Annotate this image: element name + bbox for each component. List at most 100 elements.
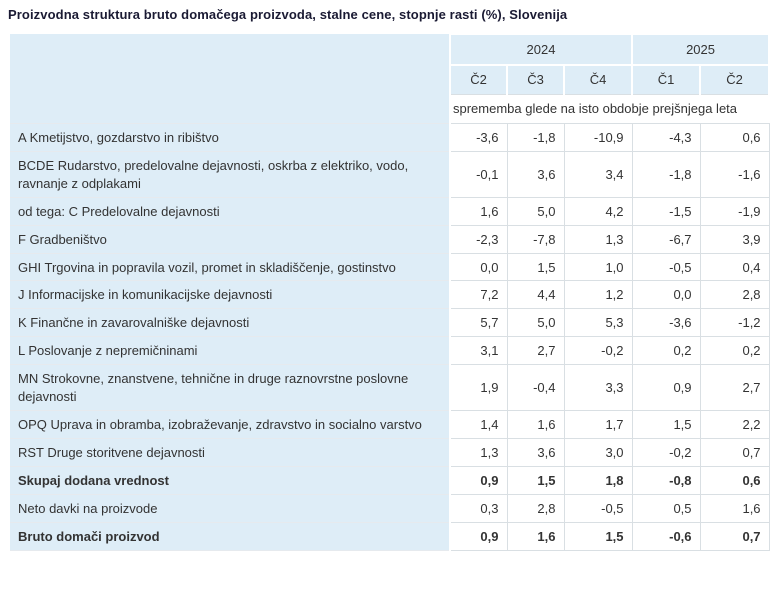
quarter-header-2025-q2: Č2 (699, 63, 771, 95)
cell-value: -3,6 (449, 122, 508, 152)
cell-value: -0,1 (449, 150, 508, 198)
cell-value: 2,8 (699, 280, 770, 310)
cell-value: 0,9 (631, 364, 701, 412)
page-title: Proizvodna struktura bruto domačega proi… (8, 7, 568, 22)
corner-cell (10, 34, 451, 124)
table-row: F Gradbeništvo -2,3 -7,8 1,3 -6,7 3,9 (10, 224, 770, 254)
cell-value: 0,0 (449, 252, 508, 282)
row-label: L Poslovanje z nepremičninami (10, 336, 451, 366)
cell-value: 0,7 (699, 438, 770, 467)
cell-value: 0,6 (699, 122, 770, 152)
cell-value: 0,3 (449, 493, 508, 523)
cell-value: -0,8 (631, 466, 701, 495)
table-row: RST Druge storitvene dejavnosti 1,3 3,6 … (10, 438, 770, 467)
cell-value: 1,7 (563, 410, 633, 440)
cell-value: 5,3 (563, 308, 633, 338)
cell-value: -0,4 (506, 364, 565, 412)
cell-value: 0,2 (699, 336, 770, 366)
row-label: F Gradbeništvo (10, 224, 451, 254)
row-label: K Finančne in zavarovalniške dejavnosti (10, 308, 451, 338)
table-row: od tega: C Predelovalne dejavnosti 1,6 5… (10, 196, 770, 226)
cell-value: 1,4 (449, 410, 508, 440)
cell-value: -7,8 (506, 224, 565, 254)
cell-value: -1,8 (506, 122, 565, 152)
cell-value: 0,2 (631, 336, 701, 366)
quarter-header-2024-q2: Č2 (449, 63, 508, 95)
cell-value: -0,5 (631, 252, 701, 282)
table-row: A Kmetijstvo, gozdarstvo in ribištvo -3,… (10, 122, 770, 152)
cell-value: 0,4 (699, 252, 770, 282)
cell-value: 3,4 (563, 150, 633, 198)
cell-value: -0,2 (631, 438, 701, 467)
cell-value: -0,6 (631, 521, 701, 551)
cell-value: -0,5 (563, 493, 633, 523)
table-body: A Kmetijstvo, gozdarstvo in ribištvo -3,… (10, 122, 770, 551)
cell-value: -10,9 (563, 122, 633, 152)
cell-value: 1,3 (449, 438, 508, 467)
cell-value: 1,5 (506, 466, 565, 495)
table-row: J Informacijske in komunikacijske dejavn… (10, 280, 770, 310)
cell-value: 1,6 (699, 493, 770, 523)
note-row: sprememba glede na isto obdobje prejšnje… (10, 94, 770, 124)
cell-value: -4,3 (631, 122, 701, 152)
cell-value: -3,6 (631, 308, 701, 338)
cell-value: 5,7 (449, 308, 508, 338)
gdp-structure-table: 2024 2025 Č2 Č3 Č4 Č1 Č2 sprememba glede… (10, 33, 771, 551)
cell-value: 3,6 (506, 438, 565, 467)
cell-value: 0,0 (631, 280, 701, 310)
cell-value: 5,0 (506, 308, 565, 338)
page: Proizvodna struktura bruto domačega proi… (8, 7, 771, 551)
cell-value: -0,2 (563, 336, 633, 366)
cell-value: 0,5 (631, 493, 701, 523)
row-label: J Informacijske in komunikacijske dejavn… (10, 280, 451, 310)
row-label: OPQ Uprava in obramba, izobraževanje, zd… (10, 410, 451, 440)
cell-value: 3,0 (563, 438, 633, 467)
cell-value: -1,6 (699, 150, 770, 198)
year-2024-header: 2024 (448, 33, 634, 66)
cell-value: 1,6 (506, 521, 565, 551)
table-row: GHI Trgovina in popravila vozil, promet … (10, 252, 770, 282)
row-label: GHI Trgovina in popravila vozil, promet … (10, 252, 451, 282)
cell-value: 0,6 (699, 466, 770, 495)
cell-value: 1,3 (563, 224, 633, 254)
cell-value: 4,4 (506, 280, 565, 310)
cell-value: 2,2 (699, 410, 770, 440)
cell-value: 3,6 (506, 150, 565, 198)
row-label: BCDE Rudarstvo, predelovalne dejavnosti,… (10, 150, 451, 198)
cell-value: 1,6 (449, 196, 508, 226)
cell-value: 1,5 (563, 521, 633, 551)
cell-value: 0,9 (449, 521, 508, 551)
quarter-header-2024-q4: Č4 (562, 63, 634, 95)
quarter-header-2024-q3: Č3 (506, 63, 565, 95)
row-label: Skupaj dodana vrednost (10, 466, 451, 495)
row-label: RST Druge storitvene dejavnosti (10, 438, 451, 467)
quarter-header-row: Č2 Č3 Č4 Č1 Č2 (10, 63, 771, 95)
note-cell: sprememba glede na isto obdobje prejšnje… (450, 94, 770, 124)
row-label: MN Strokovne, znanstvene, tehnične in dr… (10, 364, 451, 412)
table-row: OPQ Uprava in obramba, izobraževanje, zd… (10, 410, 770, 440)
cell-value: 2,7 (699, 364, 770, 412)
cell-value: 0,7 (699, 521, 770, 551)
row-label: Bruto domači proizvod (10, 521, 451, 551)
quarter-header-2025-q1: Č1 (631, 63, 702, 95)
table-row: K Finančne in zavarovalniške dejavnosti … (10, 308, 770, 338)
cell-value: -6,7 (631, 224, 701, 254)
cell-value: 1,6 (506, 410, 565, 440)
year-2025-header: 2025 (631, 33, 771, 66)
cell-value: 1,5 (631, 410, 701, 440)
cell-value: 0,9 (449, 466, 508, 495)
table-row: Skupaj dodana vrednost 0,9 1,5 1,8 -0,8 … (10, 466, 770, 495)
cell-value: 7,2 (449, 280, 508, 310)
row-label: od tega: C Predelovalne dejavnosti (10, 196, 451, 226)
cell-value: 1,9 (449, 364, 508, 412)
cell-value: 3,1 (449, 336, 508, 366)
cell-value: 2,7 (506, 336, 565, 366)
cell-value: 3,3 (563, 364, 633, 412)
cell-value: 5,0 (506, 196, 565, 226)
cell-value: 1,5 (506, 252, 565, 282)
table-row: MN Strokovne, znanstvene, tehnične in dr… (10, 364, 770, 412)
cell-value: 1,0 (563, 252, 633, 282)
table-row: Bruto domači proizvod 0,9 1,6 1,5 -0,6 0… (10, 521, 770, 551)
year-header-row: 2024 2025 (10, 33, 771, 124)
cell-value: -1,2 (699, 308, 770, 338)
